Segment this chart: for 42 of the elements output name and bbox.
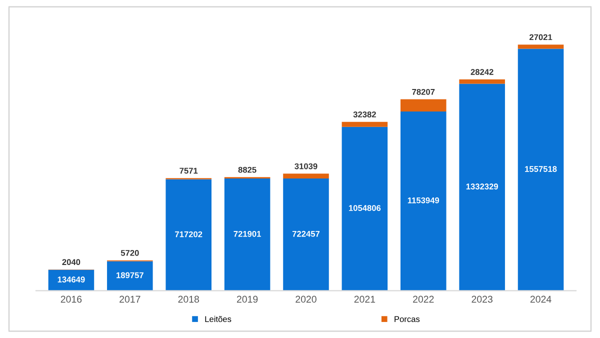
x-tick-label: 2017 [120,296,140,303]
x-tick-label: 2024 [530,296,552,303]
legend-label: Leitões [205,316,232,322]
bar [400,99,446,112]
bar [107,261,153,291]
x-tick-label: 2019 [236,296,258,303]
data-label: 5720 [120,250,139,256]
data-label: 1054806 [349,205,381,211]
bar [283,178,329,291]
data-label: 1557518 [525,166,557,172]
x-tick-label: 2020 [296,296,316,303]
bar [224,178,270,291]
data-label: 134649 [58,276,85,282]
legend-label: Porcas [394,316,420,322]
x-tick-label: 2021 [354,296,376,303]
data-label: 32382 [353,111,376,118]
bar [342,122,388,127]
data-label: 78207 [412,88,435,95]
bar [518,48,564,291]
bar [459,84,505,291]
x-tick-label: 2016 [60,296,82,303]
x-tick-label: 2018 [178,296,199,303]
x-tick-label: 2022 [413,296,434,303]
x-tick-label: 2023 [472,296,492,303]
data-label: 7571 [180,168,198,174]
bar [283,174,329,178]
bar [459,79,505,84]
data-label: 2040 [62,259,80,266]
data-label: 1332329 [466,184,498,190]
data-label: 31039 [294,163,318,170]
bar [166,179,212,291]
data-label: 1153949 [408,197,440,204]
data-label: 8825 [238,166,256,173]
data-label: 189757 [116,272,144,278]
data-label: 717202 [175,231,202,238]
data-label: 27021 [529,34,552,40]
bar [518,44,564,49]
bar [342,126,388,291]
data-label: 28242 [470,69,494,75]
bar [400,111,446,291]
data-label: 722457 [292,230,320,237]
data-label: 721901 [234,230,261,237]
